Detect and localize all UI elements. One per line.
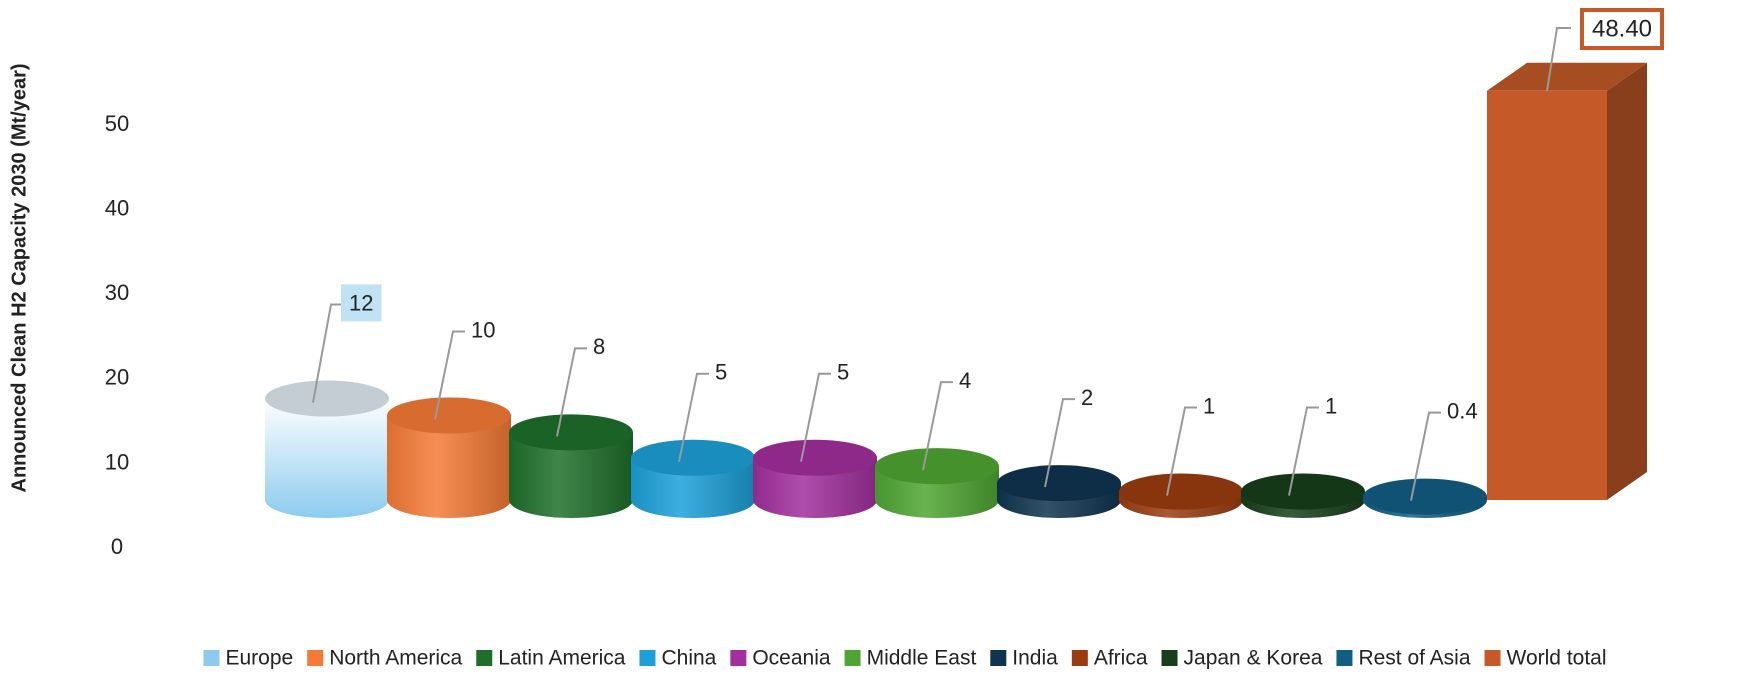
legend-swatch xyxy=(307,650,324,666)
leader-line xyxy=(922,381,953,471)
y-tick-label: 20 xyxy=(105,365,129,390)
legend-label: World total xyxy=(1507,647,1607,670)
legend-swatch xyxy=(639,650,656,666)
label-box xyxy=(341,284,382,322)
leader-line xyxy=(1546,27,1571,91)
legend-label: Latin America xyxy=(498,647,626,670)
leader-line xyxy=(1410,411,1441,501)
bar xyxy=(387,415,511,518)
legend-label: Oceania xyxy=(752,647,831,670)
legend-swatch xyxy=(730,650,747,666)
bar-side xyxy=(1607,62,1647,501)
leader-line xyxy=(556,347,587,437)
bar-top xyxy=(387,397,511,434)
bar-top xyxy=(1487,62,1647,91)
leader-line xyxy=(434,330,465,420)
legend-label: Middle East xyxy=(867,647,977,670)
y-tick-label: 10 xyxy=(105,449,129,474)
y-axis-title: Announced Clean H2 Capacity 2030 (Mt/yea… xyxy=(8,63,30,492)
bar-top xyxy=(753,439,877,476)
data-label: 12 xyxy=(349,290,373,315)
y-tick-label: 40 xyxy=(105,196,129,221)
legend-swatch xyxy=(1161,650,1178,666)
legend-label: China xyxy=(661,647,716,670)
bar-top xyxy=(631,439,755,476)
bar xyxy=(509,432,633,518)
bar-top xyxy=(509,414,633,451)
bar-top xyxy=(875,448,999,485)
data-label: 48.40 xyxy=(1592,15,1652,42)
leader-line xyxy=(1288,406,1319,496)
label-box xyxy=(1579,8,1665,50)
legend-swatch xyxy=(844,650,861,666)
legend-label: Europe xyxy=(225,647,293,670)
y-tick-label: 0 xyxy=(111,534,123,559)
data-label: 8 xyxy=(593,334,605,359)
legend: Europe North America Latin America China Oce… xyxy=(203,647,1607,670)
legend-swatch xyxy=(1336,650,1353,666)
data-label: 1 xyxy=(1203,393,1215,418)
bar-top xyxy=(265,380,389,417)
bar-top xyxy=(1119,473,1243,510)
bar-top xyxy=(1363,478,1487,515)
data-label: 5 xyxy=(837,360,849,385)
legend-label: Japan & Korea xyxy=(1184,647,1323,670)
leader-line xyxy=(678,372,709,462)
bar xyxy=(1487,90,1607,501)
legend-label: Africa xyxy=(1094,647,1148,670)
legend-label: Rest of Asia xyxy=(1358,647,1470,670)
legend-swatch xyxy=(476,650,493,666)
data-label: 1 xyxy=(1325,393,1337,418)
legend-label: North America xyxy=(329,647,462,670)
legend-swatch xyxy=(203,650,220,666)
leader-line xyxy=(1166,406,1197,496)
legend-swatch xyxy=(1484,650,1501,666)
leader-line xyxy=(1044,398,1075,488)
legend-swatch xyxy=(990,650,1007,666)
bar-top xyxy=(1241,473,1365,510)
legend-swatch xyxy=(1071,650,1088,666)
leader-line xyxy=(312,303,343,403)
bar-top xyxy=(997,465,1121,502)
data-label: 0.4 xyxy=(1447,398,1478,423)
data-label: 5 xyxy=(715,360,727,385)
data-label: 10 xyxy=(471,317,495,342)
bar xyxy=(265,398,389,518)
data-label: 2 xyxy=(1081,385,1093,410)
y-tick-label: 50 xyxy=(105,111,129,136)
leader-line xyxy=(800,372,831,462)
y-tick-label: 30 xyxy=(105,280,129,305)
legend-label: India xyxy=(1012,647,1058,670)
data-label: 4 xyxy=(959,368,971,393)
